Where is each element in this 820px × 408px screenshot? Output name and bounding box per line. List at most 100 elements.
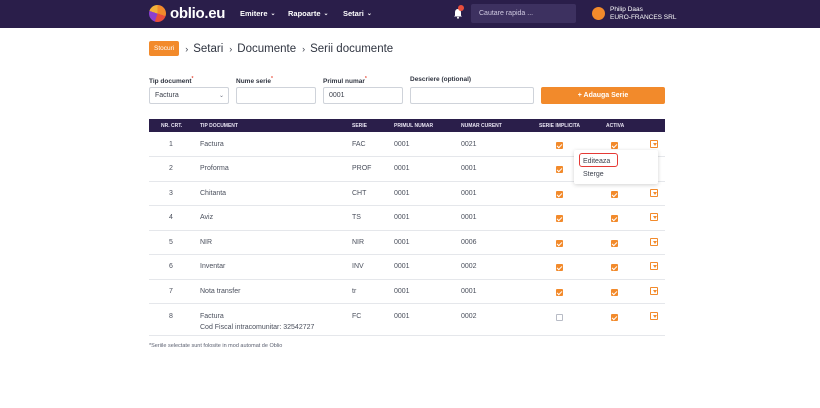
- table-row: 5 NIR NIR 0001 0006: [149, 231, 665, 255]
- descriere-input[interactable]: [410, 87, 534, 104]
- nav-label: Emitere: [240, 9, 268, 18]
- series-name: INV: [352, 263, 364, 270]
- row-actions-dropdown-icon[interactable]: [650, 238, 658, 246]
- col-serie-implicita: SERIE IMPLICITA: [539, 123, 581, 129]
- active-checkbox[interactable]: [611, 264, 618, 271]
- col-nr: NR. CRT.: [161, 123, 183, 129]
- current-number: 0001: [461, 288, 477, 295]
- current-number: 0006: [461, 239, 477, 246]
- row-actions-dropdown-icon[interactable]: [650, 140, 658, 148]
- tip-document-label: Tip document*: [149, 76, 193, 85]
- row-number: 6: [169, 263, 173, 270]
- active-checkbox[interactable]: [611, 289, 618, 296]
- col-tip-document: TIP DOCUMENT: [200, 123, 238, 129]
- active-checkbox[interactable]: [611, 240, 618, 247]
- user-menu[interactable]: Philip Daas EURO-FRANCES SRL: [610, 6, 676, 22]
- chevron-down-icon: ⌄: [366, 11, 372, 17]
- required-mark: *: [191, 76, 194, 82]
- table-header: NR. CRT. TIP DOCUMENT SERIE PRIMUL NUMAR…: [149, 119, 665, 132]
- breadcrumb-item-setari[interactable]: Setari: [193, 42, 224, 55]
- first-number: 0001: [394, 239, 410, 246]
- active-checkbox[interactable]: [611, 142, 618, 149]
- first-number: 0001: [394, 190, 410, 197]
- series-name: NIR: [352, 239, 365, 246]
- highlight-box: [579, 153, 618, 167]
- document-type: Proforma: [200, 165, 229, 172]
- row-number: 7: [169, 288, 173, 295]
- nume-serie-input[interactable]: [236, 87, 316, 104]
- document-type: Chitanta: [200, 190, 227, 197]
- table-row: 1 Factura FAC 0001 0021: [149, 133, 665, 157]
- table-row: 3 Chitanta CHT 0001 0001: [149, 182, 665, 206]
- series-name: CHT: [352, 190, 367, 197]
- row-number: 2: [169, 165, 173, 172]
- series-name: TS: [352, 214, 361, 221]
- label-text: Primul numar: [323, 78, 365, 86]
- search-input[interactable]: Cautare rapida ...: [471, 4, 576, 23]
- first-number: 0001: [394, 288, 410, 295]
- user-name: Philip Daas: [610, 6, 643, 13]
- default-series-checkbox[interactable]: [556, 289, 563, 296]
- required-mark: *: [271, 76, 273, 82]
- tip-document-select[interactable]: Factura ⌄: [149, 87, 229, 104]
- active-checkbox[interactable]: [611, 314, 618, 321]
- breadcrumb-separator: ›: [185, 43, 189, 54]
- descriere-label: Descriere (optional): [410, 76, 472, 83]
- breadcrumb: Stocuri › Setari › Documente › Serii doc…: [149, 41, 393, 56]
- nav-label: Setari: [343, 9, 364, 18]
- row-number: 1: [169, 141, 173, 148]
- default-series-checkbox[interactable]: [556, 264, 563, 271]
- nav-setari[interactable]: Setari ⌄: [343, 9, 372, 18]
- series-name: PROF: [352, 165, 372, 172]
- default-series-checkbox[interactable]: [556, 191, 563, 198]
- row-actions-dropdown-icon[interactable]: [650, 262, 658, 270]
- nav-label: Rapoarte: [288, 9, 321, 18]
- logo[interactable]: oblio.eu: [149, 5, 225, 22]
- avatar[interactable]: [592, 7, 605, 20]
- first-number: 0001: [394, 141, 410, 148]
- user-company: EURO-FRANCES SRL: [610, 14, 677, 21]
- document-type: NIR: [200, 239, 213, 246]
- nav-emitere[interactable]: Emitere ⌄: [240, 9, 276, 18]
- nav-rapoarte[interactable]: Rapoarte ⌄: [288, 9, 329, 18]
- col-serie: SERIE: [352, 123, 368, 129]
- row-actions-dropdown-icon[interactable]: [650, 287, 658, 295]
- current-number: 0002: [461, 263, 477, 270]
- breadcrumb-badge[interactable]: Stocuri: [149, 41, 180, 56]
- add-series-button[interactable]: + Adauga Serie: [541, 87, 665, 104]
- row-actions-dropdown-icon[interactable]: [650, 312, 658, 320]
- row-actions-dropdown-icon[interactable]: [650, 189, 658, 197]
- default-series-checkbox[interactable]: [556, 240, 563, 247]
- first-number: 0001: [394, 165, 410, 172]
- col-numar-curent: NUMAR CURENT: [461, 123, 502, 129]
- menu-item-sterge[interactable]: Sterge: [583, 171, 604, 178]
- default-series-checkbox[interactable]: [556, 215, 563, 222]
- first-number: 0001: [394, 313, 410, 320]
- document-type: Factura: [200, 141, 224, 148]
- default-series-checkbox[interactable]: [556, 142, 563, 149]
- label-text: Nume serie: [236, 78, 272, 86]
- active-checkbox[interactable]: [611, 215, 618, 222]
- default-series-checkbox[interactable]: [556, 314, 563, 321]
- logo-text: oblio.eu: [170, 5, 226, 22]
- document-type: Factura: [200, 313, 224, 320]
- select-value: Factura: [155, 92, 179, 99]
- label-text: Tip document: [149, 78, 192, 86]
- col-primul-numar: PRIMUL NUMAR: [394, 123, 434, 129]
- chevron-down-icon: ⌄: [323, 11, 329, 17]
- menu-item-editeaza[interactable]: Editeaza: [583, 158, 611, 165]
- current-number: 0002: [461, 313, 477, 320]
- default-series-checkbox[interactable]: [556, 166, 563, 173]
- primul-numar-input[interactable]: 0001: [323, 87, 403, 104]
- row-actions-dropdown-icon[interactable]: [650, 213, 658, 221]
- active-checkbox[interactable]: [611, 191, 618, 198]
- logo-mark-icon: [149, 5, 166, 22]
- table-row: 4 Aviz TS 0001 0001: [149, 206, 665, 231]
- series-name: tr: [352, 288, 357, 295]
- chevron-down-icon: ⌄: [270, 11, 276, 17]
- page-title: Serii documente: [310, 42, 394, 55]
- table-row: 8 Factura Cod Fiscal intracomunitar: 32542…: [149, 304, 665, 336]
- current-number: 0001: [461, 214, 477, 221]
- nume-serie-label: Nume serie*: [236, 76, 273, 85]
- breadcrumb-item-documente[interactable]: Documente: [237, 42, 297, 55]
